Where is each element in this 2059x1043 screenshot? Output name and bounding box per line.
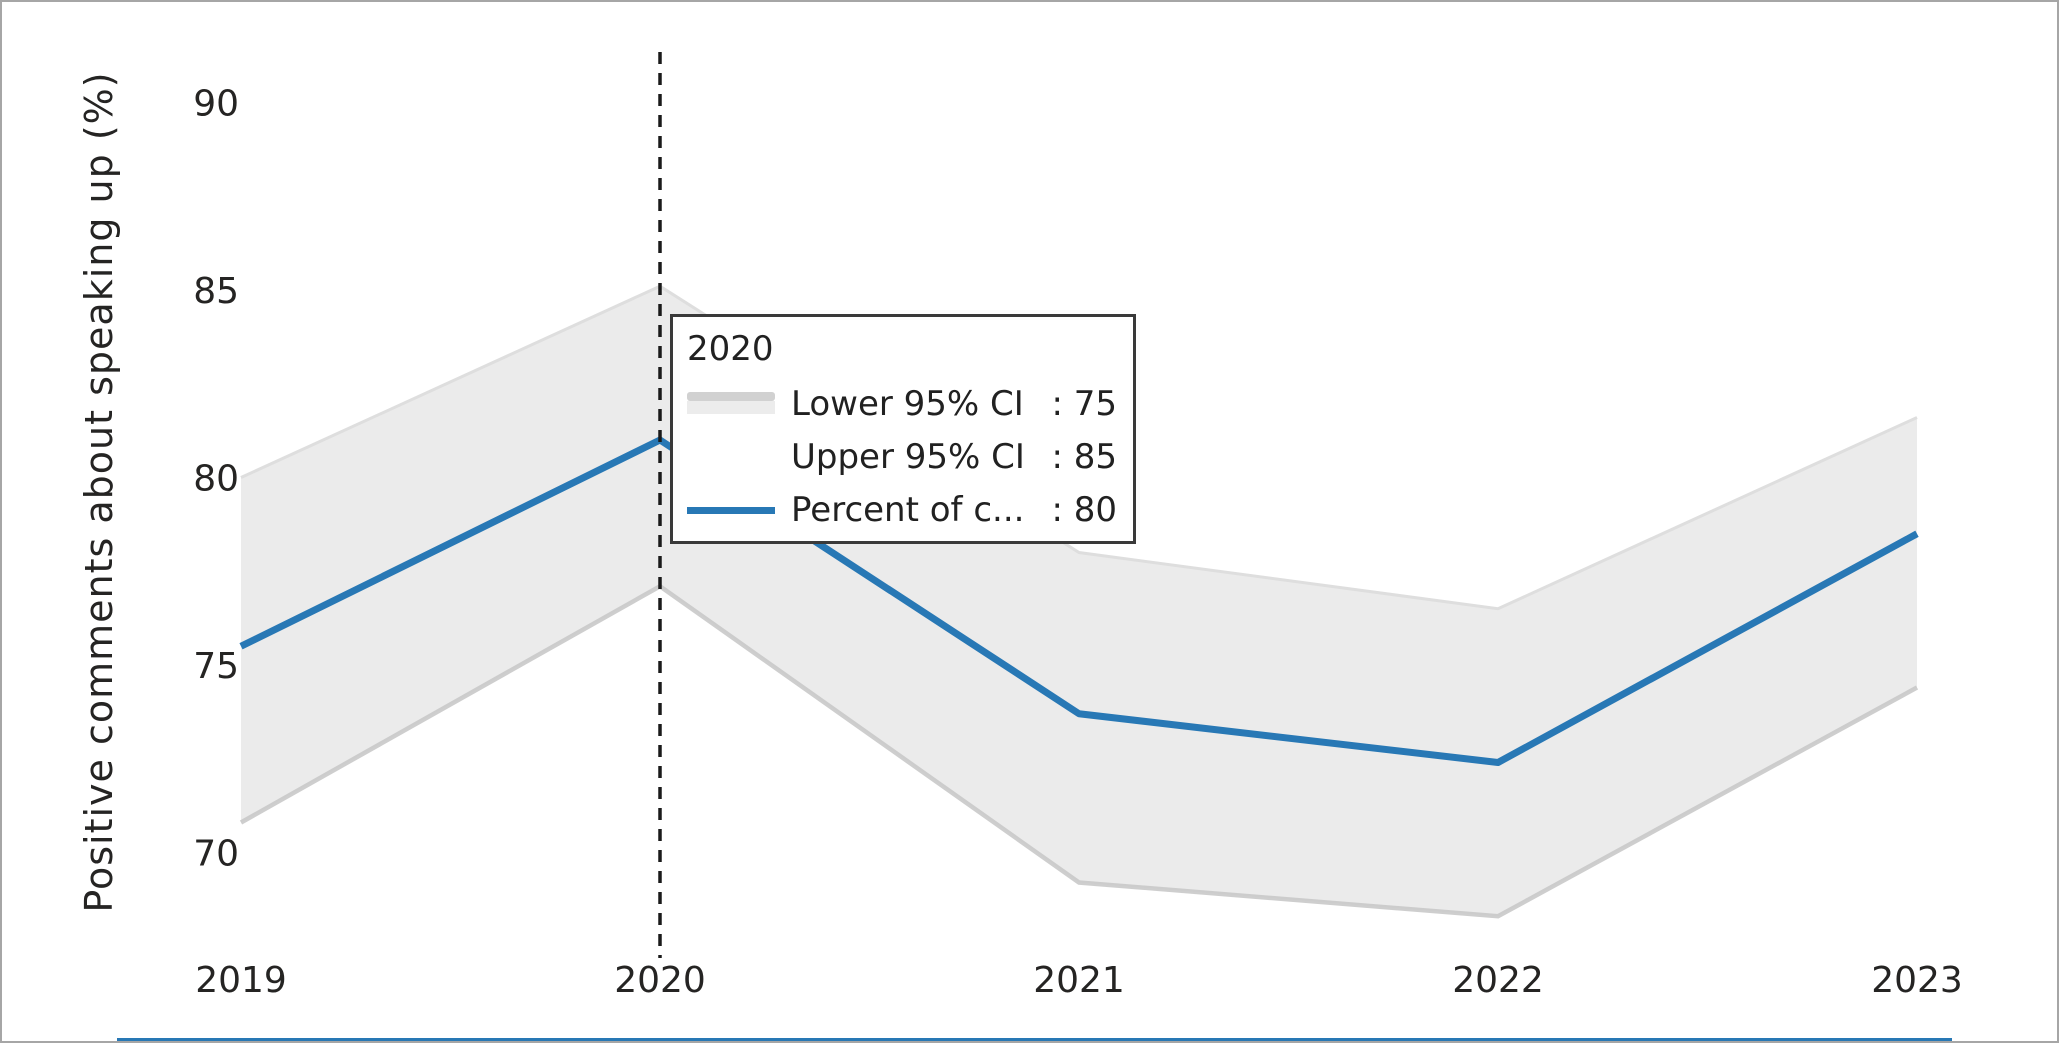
tooltip-row-value: : 80 [1051,489,1117,530]
ci-band-swatch-fill [687,400,775,414]
y-tick-label: 70 [193,834,239,875]
tooltip-row-label: Upper 95% CI [791,436,1025,477]
tooltip-row-label: Percent of c... [791,489,1025,530]
y-tick-label: 85 [193,271,239,312]
tooltip-row-value: : 85 [1051,436,1117,477]
y-tick-label: 90 [193,84,239,125]
y-tick-label: 80 [193,459,239,500]
bottom-accent-line [117,1038,1952,1041]
tooltip-row: Percent of c... : 80 [687,483,1117,536]
ci-band-lower-edge [239,583,1919,919]
y-axis-title: Positive comments about speaking up (%) [77,71,121,913]
empty-swatch [687,445,775,469]
x-tick-label: 2022 [1452,960,1544,1001]
line-swatch [687,498,775,522]
ci-band-swatch [687,391,775,416]
tooltip-title: 2020 [687,329,774,369]
ci-band-upper-edge [240,284,1918,611]
x-tick-label: 2023 [1871,960,1963,1001]
line-swatch-mark [687,506,775,514]
tooltip-row: Lower 95% CI : 75 [687,377,1117,430]
tooltip-row: Upper 95% CI : 85 [687,430,1117,483]
tooltip: 2020 Lower 95% CI : 75 Upper 95% CI : 85… [670,314,1136,544]
tooltip-row-value: : 75 [1051,383,1117,424]
percent-line [239,436,1919,766]
y-tick-label: 75 [193,646,239,687]
tooltip-row-label: Lower 95% CI [791,383,1024,424]
ci-band-swatch-edge [687,391,775,401]
x-tick-label: 2020 [614,960,706,1001]
x-tick-label: 2021 [1033,960,1125,1001]
x-tick-label: 2019 [195,960,287,1001]
